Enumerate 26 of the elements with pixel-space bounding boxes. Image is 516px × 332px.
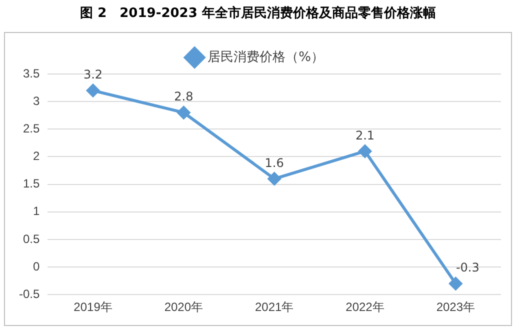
- y-tick-label: 2.5: [22, 121, 40, 136]
- chart-title: 图 2 2019-2023 年全市居民消费价格及商品零售价格涨幅: [79, 4, 437, 23]
- data-label: 3.2: [83, 68, 103, 82]
- y-tick-label: -0.5: [18, 286, 40, 301]
- x-tick-label: 2023年: [436, 300, 476, 314]
- point: [268, 172, 281, 186]
- y-tick-label: 0.5: [22, 232, 40, 246]
- y-tick-label: 3: [32, 94, 40, 108]
- point: [449, 277, 462, 290]
- data-label: 2.8: [174, 90, 194, 104]
- x-tick-label: 2020年: [164, 300, 204, 314]
- data-label: 1.6: [264, 156, 284, 170]
- y-tick-label: 0: [32, 259, 40, 274]
- point: [358, 144, 372, 158]
- legend-label: 居民消费价格（%）: [208, 50, 324, 65]
- y-tick-label: 1.5: [22, 176, 40, 191]
- data-label: 2.1: [355, 128, 375, 142]
- y-tick-label: 3.5: [22, 66, 40, 80]
- x-tick-label: 2019年: [74, 300, 112, 314]
- y-tick-label: 1: [32, 204, 40, 218]
- data-label: -0.3: [456, 260, 480, 275]
- y-tick-label: 2: [32, 149, 40, 164]
- x-tick-label: 2022年: [346, 300, 384, 314]
- point: [177, 106, 190, 120]
- x-tick-label: 2021年: [254, 300, 294, 314]
- point: [86, 84, 100, 98]
